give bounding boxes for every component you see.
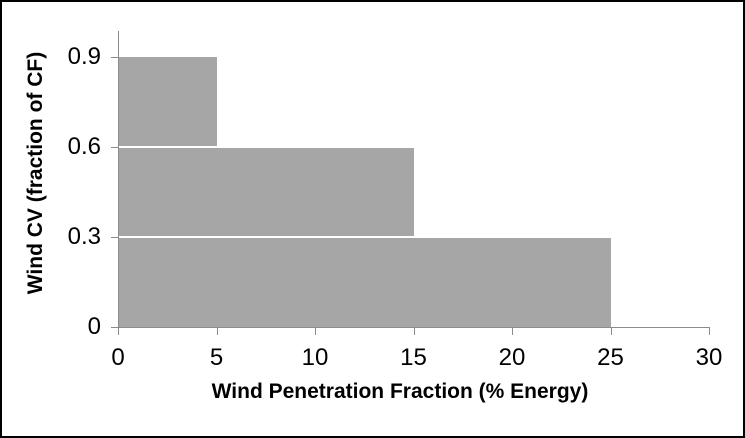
- y-tick-label: 0.6: [67, 132, 101, 160]
- x-tick-mark: [512, 327, 513, 335]
- area-segment: [119, 56, 217, 146]
- x-tick-label: 20: [498, 344, 526, 371]
- x-tick-mark: [315, 327, 316, 335]
- x-tick-mark: [413, 327, 415, 335]
- y-tick-label: 0.3: [67, 222, 101, 250]
- y-axis-line: [118, 31, 119, 328]
- x-tick-label: 15: [400, 344, 427, 371]
- y-tick-mark: [111, 326, 118, 328]
- x-axis-line: [118, 326, 710, 328]
- x-tick-label: 30: [695, 344, 723, 371]
- y-tick-label: 0: [87, 312, 101, 340]
- y-axis-title: Wind CV (fraction of CF): [24, 51, 47, 295]
- x-axis-title: Wind Penetration Fraction (% Energy): [211, 380, 589, 403]
- y-tick-mark: [111, 236, 118, 238]
- x-tick-label: 5: [209, 344, 224, 371]
- y-tick-mark: [111, 56, 118, 58]
- x-tick-mark: [709, 327, 710, 335]
- x-tick-label: 0: [111, 344, 125, 371]
- y-tick-label: 0.9: [67, 42, 101, 70]
- x-tick-mark: [118, 327, 119, 335]
- x-tick-mark: [610, 327, 612, 335]
- area-segment: [119, 147, 414, 236]
- x-tick-label: 25: [597, 344, 624, 371]
- y-tick-mark: [111, 146, 118, 148]
- x-tick-label: 10: [301, 344, 329, 371]
- area-segment: [119, 237, 611, 327]
- x-tick-mark: [216, 327, 218, 335]
